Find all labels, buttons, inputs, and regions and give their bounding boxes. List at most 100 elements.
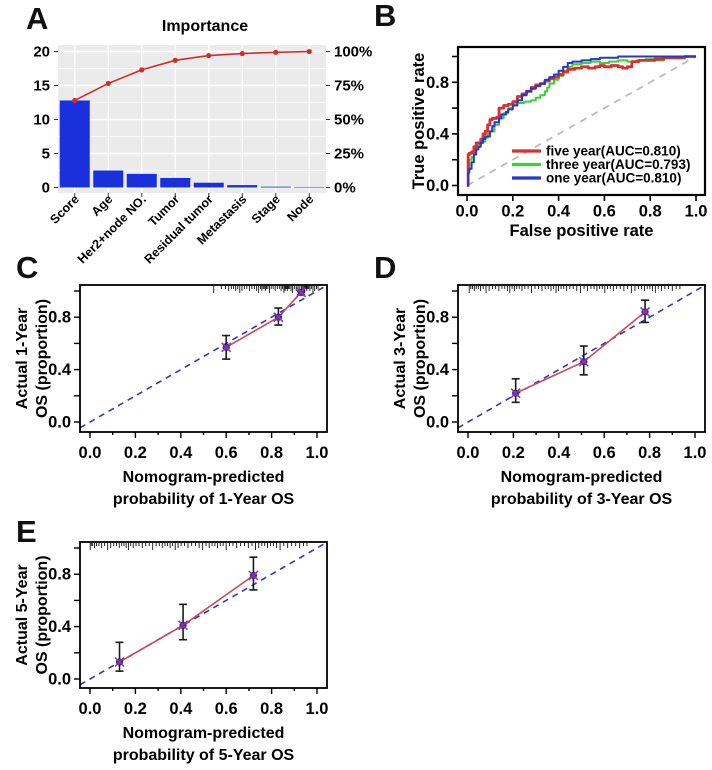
x-tick-label: 0.8 — [260, 700, 283, 718]
x-axis-title-line1: Nomogram-predicted — [123, 725, 285, 742]
x-tick-label: 0.6 — [593, 203, 616, 221]
x-tick-label: 0.4 — [169, 700, 193, 718]
x-tick-label: 0.2 — [124, 444, 147, 462]
point-cross — [273, 312, 284, 323]
point-cross — [114, 656, 125, 668]
cumulative-point — [306, 48, 312, 55]
x-tick-label: 0.0 — [79, 444, 102, 462]
bars-group — [59, 100, 325, 188]
importance-bar — [193, 182, 224, 188]
cumulative-point — [172, 57, 178, 63]
cumulative-point — [273, 49, 279, 55]
y-right-tick-label: 0% — [334, 180, 356, 197]
y-tick-label: 0.4 — [426, 125, 450, 143]
importance-bar — [126, 173, 157, 188]
category-label: Node — [284, 192, 316, 224]
axes: 0.0 0.2 0.4 0.6 0.8 1.0 0.0 0.4 0.8 — [48, 290, 329, 462]
x-tick-label: 0.0 — [457, 444, 480, 462]
y-tick-label: 0.4 — [426, 361, 450, 379]
cumulative-line-group — [72, 48, 312, 104]
axes: 0.0 0.2 0.4 0.6 0.8 1.0 0.0 0.4 0.8 — [426, 55, 708, 221]
x-tick-label: 0.6 — [215, 700, 238, 718]
y-tick-label: 0.0 — [48, 671, 71, 689]
x-tick-label: 0.0 — [456, 203, 479, 221]
legend-label: five year(AUC=0.810) — [546, 144, 681, 159]
x-tick-label: 1.0 — [685, 203, 708, 221]
x-tick-label: 0.2 — [501, 203, 524, 221]
data-points — [114, 570, 259, 668]
y-tick-label: 0.8 — [426, 309, 449, 327]
x-axis-title-line2: probability of 5-Year OS — [113, 747, 295, 764]
cumulative-point — [239, 50, 245, 57]
axes: 0.0 0.2 0.4 0.6 0.8 1.0 0.0 0.4 0.8 — [48, 547, 329, 718]
panel-label-b: B — [374, 0, 397, 33]
x-tick-label: 0.8 — [639, 203, 662, 221]
x-tick-label: 0.8 — [260, 444, 283, 462]
calibration-plot-1-year: 0.0 0.2 0.4 0.6 0.8 1.0 0.0 0.4 0.8 Nomogram-pred… — [14, 284, 329, 508]
chance-diagonal-line — [466, 55, 697, 187]
x-axis-title: False positive rate — [510, 222, 654, 240]
gridlines — [58, 45, 326, 193]
x-axis-title-line1: Nomogram-predicted — [501, 469, 663, 486]
x-tick-label: 0.6 — [593, 444, 616, 462]
roc-curve-one-year — [467, 55, 696, 187]
legend: five year(AUC=0.810)three year(AUC=0.793… — [512, 144, 690, 186]
y-tick-label: 0.0 — [426, 177, 449, 195]
calibration-line — [119, 574, 254, 663]
x-axis-title-line2: probability of 1-Year OS — [113, 491, 295, 508]
y-right-tick-label: 75% — [334, 78, 364, 95]
y-axis-title-line1: Actual 1-Year — [14, 308, 31, 409]
category-label: Stage — [249, 192, 283, 226]
x-tick-label: 0.8 — [638, 444, 661, 462]
y-right-tick-label: 25% — [334, 146, 364, 163]
y-axis-title-line2: OS (proportion) — [412, 299, 429, 418]
importance-bar — [227, 185, 258, 188]
y-tick-label: 0.0 — [48, 414, 71, 432]
x-tick-label: 0.0 — [79, 700, 102, 718]
importance-bar — [260, 186, 291, 188]
legend-label: one year(AUC=0.810) — [546, 171, 681, 186]
data-points — [221, 287, 307, 353]
category-label: Score — [47, 192, 81, 226]
x-axis-title-line1: Nomogram-predicted — [123, 469, 285, 486]
error-bars — [115, 556, 258, 672]
x-tick-label: 0.4 — [547, 444, 571, 462]
x-tick-label: 1.0 — [684, 444, 707, 462]
y-axis-title-line1: Actual 3-Year — [392, 308, 409, 409]
y-tick-label: 0.8 — [48, 566, 71, 584]
calibration-plot-5-year: 0.0 0.2 0.4 0.6 0.8 1.0 0.0 0.4 0.8 Nomogram-pred… — [14, 541, 329, 764]
y-left-tick-label: 20 — [33, 44, 50, 61]
calibration-plot-3-year: 0.0 0.2 0.4 0.6 0.8 1.0 0.0 0.4 0.8 Nomogram-pred… — [392, 284, 707, 508]
y-tick-label: 0.8 — [426, 74, 449, 92]
point-cross — [640, 306, 651, 317]
cumulative-point — [105, 80, 111, 87]
x-axis-title-line2: probability of 3-Year OS — [491, 491, 673, 508]
x-tick-label: 0.4 — [169, 444, 193, 462]
y-left-tick-label: 10 — [33, 112, 50, 129]
panel-label-d: D — [374, 250, 397, 285]
point-cross — [510, 388, 521, 399]
panel-label-a: A — [26, 1, 49, 36]
panel-label-c: C — [16, 250, 39, 285]
point-cross — [296, 287, 307, 298]
chart-title: Importance — [162, 18, 248, 35]
axes: 0.0 0.2 0.4 0.6 0.8 1.0 0.0 0.4 0.8 — [426, 290, 707, 462]
importance-bar — [93, 170, 124, 188]
x-tick-label: 1.0 — [306, 444, 329, 462]
cumulative-point — [72, 97, 78, 104]
ideal-diagonal-line — [79, 284, 328, 429]
x-tick-label: 0.2 — [502, 444, 525, 462]
y-tick-label: 0.4 — [48, 361, 72, 379]
x-tick-label: 1.0 — [306, 700, 329, 718]
ideal-diagonal-line — [457, 284, 706, 429]
category-label: Age — [89, 192, 116, 219]
calibration-line — [515, 311, 646, 394]
y-tick-label: 0.0 — [426, 414, 449, 432]
x-tick-label: 0.4 — [547, 203, 571, 221]
cumulative-point — [206, 52, 212, 59]
importance-bar — [294, 186, 325, 188]
legend-label: three year(AUC=0.793) — [546, 157, 690, 172]
